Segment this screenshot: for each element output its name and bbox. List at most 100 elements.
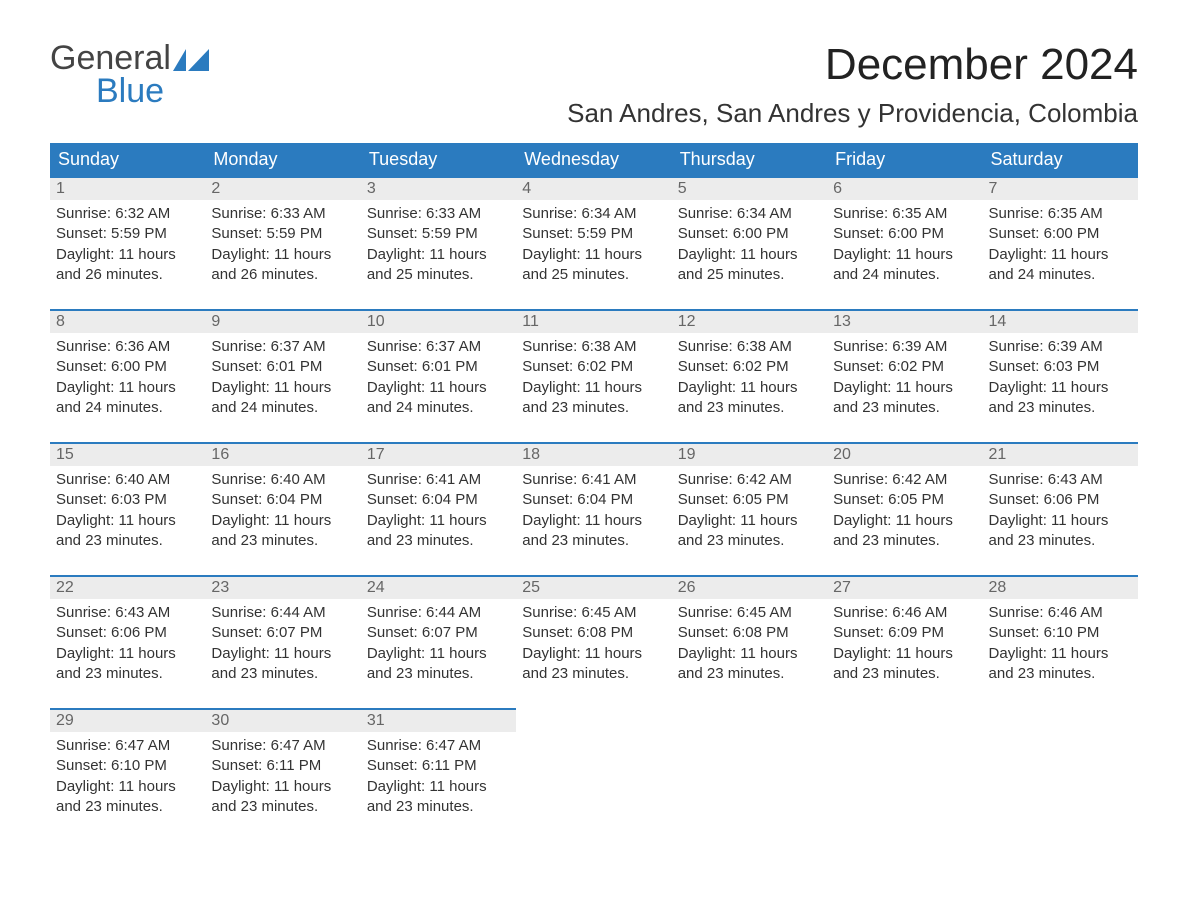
calendar-cell — [516, 708, 671, 841]
calendar-cell: 10Sunrise: 6:37 AMSunset: 6:01 PMDayligh… — [361, 309, 516, 442]
day-sunset: Sunset: 6:08 PM — [522, 623, 665, 643]
day-number: 31 — [361, 708, 516, 732]
calendar-cell: 19Sunrise: 6:42 AMSunset: 6:05 PMDayligh… — [672, 442, 827, 575]
calendar-cell: 17Sunrise: 6:41 AMSunset: 6:04 PMDayligh… — [361, 442, 516, 575]
day-details: Sunrise: 6:47 AMSunset: 6:11 PMDaylight:… — [205, 732, 360, 817]
day-sunrise: Sunrise: 6:42 AM — [833, 470, 976, 490]
day-daylight1: Daylight: 11 hours — [56, 378, 199, 398]
day-daylight2: and 23 minutes. — [989, 531, 1132, 551]
day-daylight2: and 23 minutes. — [989, 398, 1132, 418]
day-daylight2: and 26 minutes. — [211, 265, 354, 285]
day-details: Sunrise: 6:33 AMSunset: 5:59 PMDaylight:… — [205, 200, 360, 285]
day-daylight2: and 24 minutes. — [833, 265, 976, 285]
day-sunrise: Sunrise: 6:34 AM — [678, 204, 821, 224]
day-daylight1: Daylight: 11 hours — [678, 245, 821, 265]
day-daylight2: and 25 minutes. — [522, 265, 665, 285]
day-header: Monday — [205, 143, 360, 176]
day-sunrise: Sunrise: 6:46 AM — [833, 603, 976, 623]
day-daylight2: and 24 minutes. — [367, 398, 510, 418]
day-number: 3 — [361, 176, 516, 200]
day-number: 4 — [516, 176, 671, 200]
day-daylight1: Daylight: 11 hours — [989, 511, 1132, 531]
calendar-cell — [827, 708, 982, 841]
logo: General Blue — [50, 40, 209, 117]
day-sunset: Sunset: 6:01 PM — [367, 357, 510, 377]
day-daylight1: Daylight: 11 hours — [56, 644, 199, 664]
day-sunrise: Sunrise: 6:38 AM — [522, 337, 665, 357]
day-sunset: Sunset: 6:06 PM — [989, 490, 1132, 510]
day-daylight1: Daylight: 11 hours — [211, 511, 354, 531]
day-sunset: Sunset: 6:01 PM — [211, 357, 354, 377]
calendar-cell: 26Sunrise: 6:45 AMSunset: 6:08 PMDayligh… — [672, 575, 827, 708]
day-daylight1: Daylight: 11 hours — [367, 644, 510, 664]
day-sunset: Sunset: 6:11 PM — [367, 756, 510, 776]
calendar-cell: 29Sunrise: 6:47 AMSunset: 6:10 PMDayligh… — [50, 708, 205, 841]
calendar-cell: 2Sunrise: 6:33 AMSunset: 5:59 PMDaylight… — [205, 176, 360, 309]
day-daylight1: Daylight: 11 hours — [833, 511, 976, 531]
day-number: 26 — [672, 575, 827, 599]
calendar-cell: 16Sunrise: 6:40 AMSunset: 6:04 PMDayligh… — [205, 442, 360, 575]
day-number: 6 — [827, 176, 982, 200]
day-number: 7 — [983, 176, 1138, 200]
day-daylight1: Daylight: 11 hours — [522, 511, 665, 531]
calendar-cell: 4Sunrise: 6:34 AMSunset: 5:59 PMDaylight… — [516, 176, 671, 309]
day-sunset: Sunset: 5:59 PM — [522, 224, 665, 244]
day-number: 12 — [672, 309, 827, 333]
day-details: Sunrise: 6:45 AMSunset: 6:08 PMDaylight:… — [672, 599, 827, 684]
day-sunrise: Sunrise: 6:34 AM — [522, 204, 665, 224]
calendar-cell: 7Sunrise: 6:35 AMSunset: 6:00 PMDaylight… — [983, 176, 1138, 309]
calendar-week-row: 29Sunrise: 6:47 AMSunset: 6:10 PMDayligh… — [50, 708, 1138, 841]
day-daylight2: and 23 minutes. — [678, 664, 821, 684]
day-daylight2: and 24 minutes. — [56, 398, 199, 418]
day-daylight1: Daylight: 11 hours — [833, 644, 976, 664]
day-sunrise: Sunrise: 6:44 AM — [367, 603, 510, 623]
day-number: 30 — [205, 708, 360, 732]
day-header: Saturday — [983, 143, 1138, 176]
day-details: Sunrise: 6:43 AMSunset: 6:06 PMDaylight:… — [983, 466, 1138, 551]
day-sunrise: Sunrise: 6:40 AM — [56, 470, 199, 490]
day-daylight2: and 23 minutes. — [522, 531, 665, 551]
location: San Andres, San Andres y Providencia, Co… — [567, 98, 1138, 129]
day-details: Sunrise: 6:35 AMSunset: 6:00 PMDaylight:… — [827, 200, 982, 285]
day-sunset: Sunset: 6:10 PM — [989, 623, 1132, 643]
day-sunset: Sunset: 6:05 PM — [678, 490, 821, 510]
day-daylight1: Daylight: 11 hours — [833, 245, 976, 265]
day-number: 29 — [50, 708, 205, 732]
day-sunrise: Sunrise: 6:39 AM — [833, 337, 976, 357]
day-sunrise: Sunrise: 6:43 AM — [989, 470, 1132, 490]
day-sunset: Sunset: 5:59 PM — [56, 224, 199, 244]
calendar-cell: 5Sunrise: 6:34 AMSunset: 6:00 PMDaylight… — [672, 176, 827, 309]
day-daylight2: and 23 minutes. — [367, 664, 510, 684]
day-sunset: Sunset: 6:00 PM — [678, 224, 821, 244]
day-number: 17 — [361, 442, 516, 466]
day-number: 28 — [983, 575, 1138, 599]
calendar-cell: 31Sunrise: 6:47 AMSunset: 6:11 PMDayligh… — [361, 708, 516, 841]
day-daylight2: and 23 minutes. — [833, 531, 976, 551]
day-daylight2: and 23 minutes. — [522, 664, 665, 684]
day-details: Sunrise: 6:33 AMSunset: 5:59 PMDaylight:… — [361, 200, 516, 285]
day-daylight2: and 24 minutes. — [211, 398, 354, 418]
calendar-cell: 21Sunrise: 6:43 AMSunset: 6:06 PMDayligh… — [983, 442, 1138, 575]
day-details: Sunrise: 6:43 AMSunset: 6:06 PMDaylight:… — [50, 599, 205, 684]
day-details: Sunrise: 6:36 AMSunset: 6:00 PMDaylight:… — [50, 333, 205, 418]
day-daylight2: and 23 minutes. — [211, 797, 354, 817]
day-details: Sunrise: 6:42 AMSunset: 6:05 PMDaylight:… — [827, 466, 982, 551]
day-sunset: Sunset: 6:02 PM — [678, 357, 821, 377]
day-number: 18 — [516, 442, 671, 466]
day-daylight2: and 26 minutes. — [56, 265, 199, 285]
day-daylight2: and 23 minutes. — [211, 664, 354, 684]
day-header: Tuesday — [361, 143, 516, 176]
calendar-cell: 15Sunrise: 6:40 AMSunset: 6:03 PMDayligh… — [50, 442, 205, 575]
calendar-cell: 12Sunrise: 6:38 AMSunset: 6:02 PMDayligh… — [672, 309, 827, 442]
logo-text-blue: Blue — [96, 72, 164, 110]
day-sunrise: Sunrise: 6:45 AM — [522, 603, 665, 623]
day-sunrise: Sunrise: 6:41 AM — [522, 470, 665, 490]
day-sunrise: Sunrise: 6:47 AM — [367, 736, 510, 756]
calendar-cell: 24Sunrise: 6:44 AMSunset: 6:07 PMDayligh… — [361, 575, 516, 708]
day-details: Sunrise: 6:44 AMSunset: 6:07 PMDaylight:… — [205, 599, 360, 684]
day-details: Sunrise: 6:40 AMSunset: 6:03 PMDaylight:… — [50, 466, 205, 551]
day-sunrise: Sunrise: 6:45 AM — [678, 603, 821, 623]
day-sunset: Sunset: 6:08 PM — [678, 623, 821, 643]
day-sunrise: Sunrise: 6:40 AM — [211, 470, 354, 490]
day-details: Sunrise: 6:38 AMSunset: 6:02 PMDaylight:… — [516, 333, 671, 418]
